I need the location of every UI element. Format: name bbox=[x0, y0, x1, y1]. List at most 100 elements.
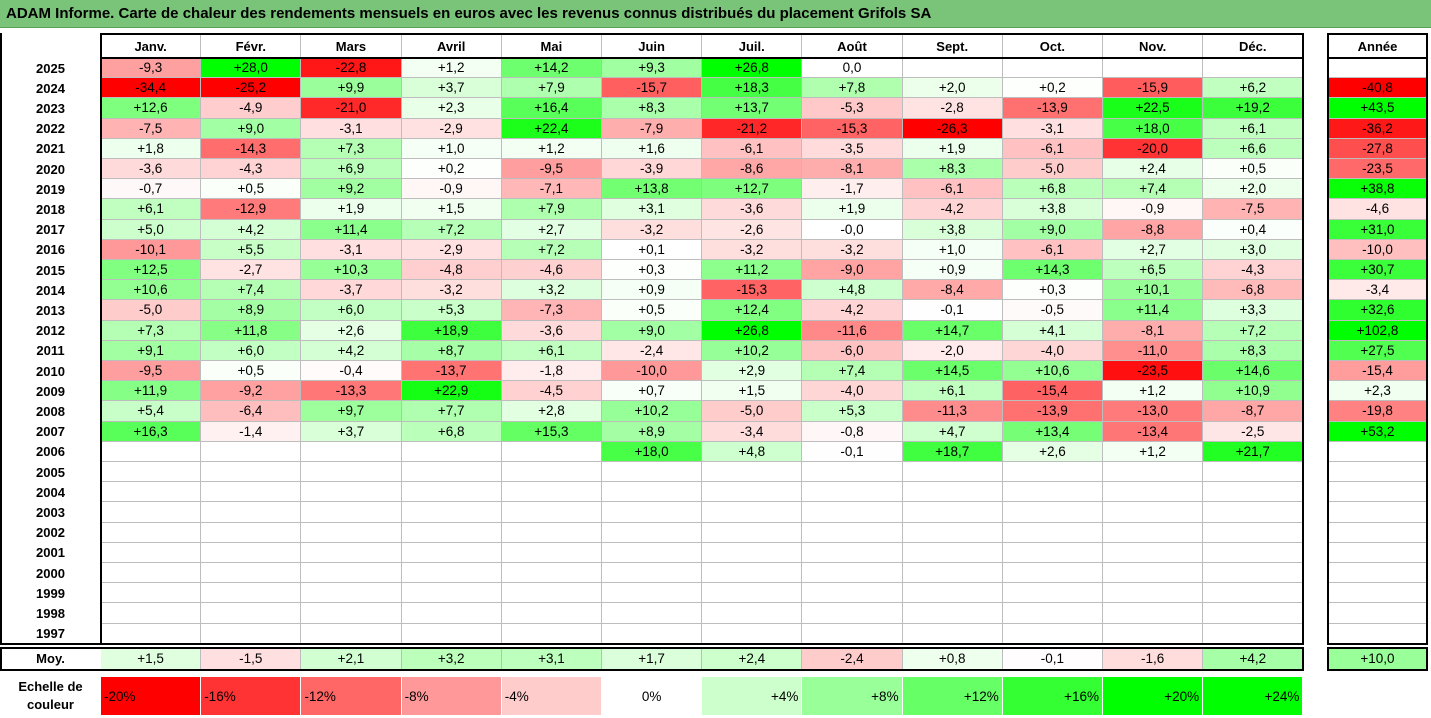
heatmap-cell: -1,7 bbox=[802, 179, 903, 200]
annual-cell bbox=[1328, 441, 1427, 462]
heatmap-cell bbox=[201, 502, 302, 523]
heatmap-cell bbox=[1002, 563, 1103, 584]
heatmap-cell: +9,7 bbox=[301, 401, 402, 422]
heatmap-cell bbox=[1103, 583, 1204, 604]
heatmap-cell: -15,9 bbox=[1103, 78, 1204, 99]
heatmap-cell bbox=[1002, 502, 1103, 523]
heatmap-cell bbox=[1002, 482, 1103, 503]
heatmap-cell: +6,1 bbox=[101, 199, 202, 220]
heatmap-cell: +3,1 bbox=[602, 199, 703, 220]
heatmap-cell: +3,8 bbox=[1002, 199, 1103, 220]
heatmap-cell bbox=[1203, 542, 1304, 563]
annual-cell: -10,0 bbox=[1328, 239, 1427, 260]
average-annual-cell: +10,0 bbox=[1328, 647, 1427, 670]
heatmap-cell: -11,6 bbox=[802, 320, 903, 341]
heatmap-cell bbox=[401, 583, 502, 604]
heatmap-cell bbox=[201, 462, 302, 483]
heatmap-cell: -4,9 bbox=[201, 98, 302, 119]
month-header: Nov. bbox=[1103, 34, 1204, 58]
heatmap-cell: -10,0 bbox=[602, 361, 703, 382]
heatmap-cell: +10,2 bbox=[702, 340, 803, 361]
heatmap-cell: -8,1 bbox=[802, 159, 903, 180]
heatmap-cell: -9,3 bbox=[101, 58, 202, 79]
month-header: Sept. bbox=[903, 34, 1003, 58]
heatmap-cell: +13,4 bbox=[1002, 421, 1103, 442]
heatmap-cell: +22,5 bbox=[1103, 98, 1204, 119]
heatmap-cell bbox=[902, 522, 1003, 543]
heatmap-cell: +13,8 bbox=[602, 179, 703, 200]
heatmap-cell bbox=[1203, 603, 1304, 624]
color-scale-label: Echelle de couleur bbox=[0, 677, 101, 715]
heatmap-cell: -3,2 bbox=[401, 280, 502, 301]
color-scale-swatch: +20% bbox=[1103, 677, 1204, 715]
heatmap-cell: +9,9 bbox=[301, 78, 402, 99]
heatmap-cell: -7,5 bbox=[1203, 199, 1304, 220]
heatmap-cell bbox=[702, 583, 803, 604]
year-label: 2000 bbox=[36, 565, 65, 581]
average-cell: +2,1 bbox=[301, 647, 402, 670]
heatmap-cell: -21,0 bbox=[301, 98, 402, 119]
heatmap-cell: +2,0 bbox=[1203, 179, 1304, 200]
annual-cell: +38,8 bbox=[1328, 179, 1427, 200]
heatmap-cell: -11,3 bbox=[902, 401, 1003, 422]
heatmap-cell bbox=[1103, 542, 1204, 563]
annual-cell bbox=[1328, 502, 1427, 523]
annual-cell: -19,8 bbox=[1328, 401, 1427, 422]
heatmap-cell: +14,3 bbox=[1002, 260, 1103, 281]
heatmap-cell: +1,0 bbox=[401, 138, 502, 159]
heatmap-cell: -13,3 bbox=[301, 381, 402, 402]
average-cell: +1,7 bbox=[602, 647, 703, 670]
heatmap-cell: +0,2 bbox=[1002, 78, 1103, 99]
heatmap-cell: -1,8 bbox=[501, 361, 602, 382]
month-header: Janv. bbox=[101, 34, 202, 58]
year-label: 2007 bbox=[36, 424, 65, 440]
heatmap-cell: +14,6 bbox=[1203, 361, 1304, 382]
heatmap-cell bbox=[201, 623, 302, 644]
average-cell: +1,5 bbox=[101, 647, 202, 670]
heatmap-cell: +1,5 bbox=[702, 381, 803, 402]
heatmap-cell bbox=[1203, 522, 1304, 543]
heatmap-cell bbox=[501, 441, 602, 462]
color-scale-swatch: -20% bbox=[101, 677, 202, 715]
heatmap-cell: -13,9 bbox=[1002, 401, 1103, 422]
heatmap-cell bbox=[501, 563, 602, 584]
heatmap-cell: -3,2 bbox=[702, 239, 803, 260]
heatmap-cell: -8,6 bbox=[702, 159, 803, 180]
color-scale-swatch: -12% bbox=[301, 677, 402, 715]
heatmap-cell bbox=[101, 583, 202, 604]
heatmap-cell: -0,8 bbox=[802, 421, 903, 442]
heatmap-cell bbox=[1203, 482, 1304, 503]
color-scale-swatch: +12% bbox=[902, 677, 1003, 715]
heatmap-cell bbox=[401, 603, 502, 624]
heatmap-cell bbox=[902, 502, 1003, 523]
heatmap-cell: -3,6 bbox=[101, 159, 202, 180]
heatmap-cell: +13,7 bbox=[702, 98, 803, 119]
year-label: 2006 bbox=[36, 444, 65, 460]
heatmap-cell: -25,2 bbox=[201, 78, 302, 99]
heatmap-cell bbox=[101, 522, 202, 543]
year-label: 1998 bbox=[36, 605, 65, 621]
heatmap-cell bbox=[501, 482, 602, 503]
heatmap-cell: -15,3 bbox=[702, 280, 803, 301]
heatmap-cell bbox=[201, 542, 302, 563]
year-label: 2018 bbox=[36, 201, 65, 217]
heatmap-cell: -15,7 bbox=[602, 78, 703, 99]
heatmap-cell bbox=[1103, 603, 1204, 624]
year-label: 2002 bbox=[36, 525, 65, 541]
heatmap-cell: +18,7 bbox=[902, 441, 1003, 462]
heatmap-cell: +0,2 bbox=[401, 159, 502, 180]
heatmap-cell: +2,3 bbox=[401, 98, 502, 119]
heatmap-cell: +9,0 bbox=[1002, 219, 1103, 240]
heatmap-cell: +14,5 bbox=[902, 361, 1003, 382]
heatmap-cell bbox=[702, 603, 803, 624]
month-header: Août bbox=[802, 34, 903, 58]
heatmap-cell bbox=[101, 462, 202, 483]
heatmap-cell: +16,3 bbox=[101, 421, 202, 442]
heatmap-cell: +12,7 bbox=[702, 179, 803, 200]
heatmap-cell: -6,1 bbox=[1002, 239, 1103, 260]
heatmap-cell bbox=[602, 603, 703, 624]
annual-header-divider bbox=[1327, 57, 1428, 59]
heatmap-cell bbox=[201, 482, 302, 503]
heatmap-cell bbox=[201, 563, 302, 584]
year-label: 2008 bbox=[36, 403, 65, 419]
